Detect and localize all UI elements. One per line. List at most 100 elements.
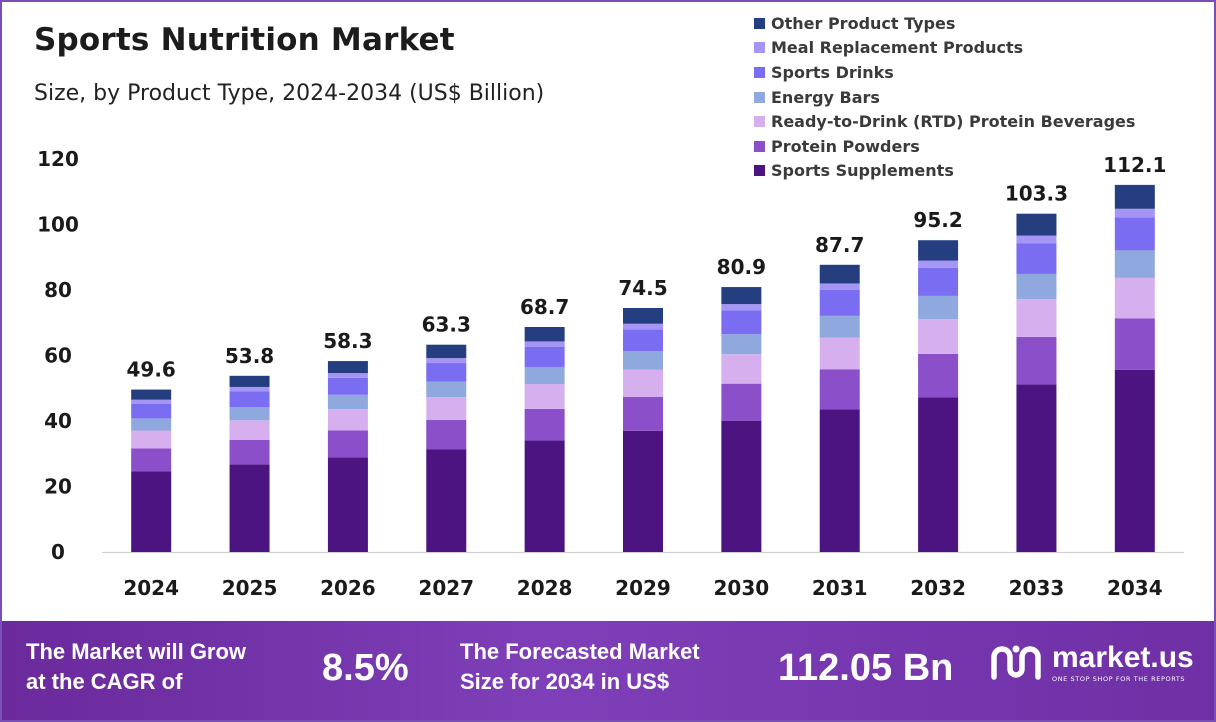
bar-segment-2034-6 [1114, 208, 1155, 218]
bar-segment-2030-2 [721, 383, 762, 421]
bar-segment-2029-5 [623, 329, 663, 352]
bar-segment-2028-4 [524, 366, 565, 384]
bar-total-label: 87.7 [815, 233, 864, 257]
bar-total-label: 103.3 [1005, 182, 1068, 206]
bar-segment-2030-6 [721, 304, 762, 311]
stacked-bar-chart: 0 20 40 60 80 100 120 49.6 2024 53.8 2025 58.3 2026 6… [37, 147, 1184, 600]
bar-segment-2029-2 [623, 396, 663, 431]
legend-label: Meal Replacement Products [771, 38, 1024, 58]
bar-segment-2024-6 [131, 399, 172, 404]
bar-segment-2027-6 [426, 358, 467, 364]
bar-segment-2031-4 [819, 315, 860, 338]
y-tick-label: 60 [44, 344, 72, 368]
bar-segment-2029-4 [623, 351, 663, 370]
bar-segment-2025-6 [229, 386, 270, 392]
bar-segment-2028-1 [524, 440, 565, 552]
chart-legend: Other Product Types Meal Replacement Prod… [754, 11, 1135, 183]
bar-total-label: 112.1 [1103, 153, 1166, 177]
bar-segment-2026-4 [327, 394, 368, 410]
bar-total-label: 68.7 [520, 295, 569, 319]
bar-segment-2033-5 [1016, 243, 1057, 274]
bar-segment-2024-3 [131, 430, 172, 449]
bar-total-label: 53.8 [225, 344, 274, 368]
cagr-caption: The Market will Grow at the CAGR of [26, 637, 246, 697]
bar-segment-2026-3 [327, 409, 368, 431]
bar-segment-2024-7 [131, 389, 172, 400]
legend-label: Sports Supplements [771, 161, 954, 181]
cagr-caption-line-1: The Market will Grow [26, 639, 247, 664]
bar-segment-2030-3 [721, 354, 762, 384]
bar-segment-2029-3 [623, 369, 663, 397]
y-tick-label: 40 [44, 409, 72, 433]
bar-segment-2028-2 [524, 408, 565, 441]
bar-segment-2031-2 [819, 369, 860, 410]
x-tick-label: 2026 [320, 576, 376, 600]
legend-swatch [754, 165, 765, 177]
x-tick-label: 2027 [418, 576, 474, 600]
x-tick-label: 2029 [615, 576, 671, 600]
y-tick-label: 120 [37, 147, 79, 171]
market-us-logo-icon [991, 645, 1041, 680]
bar-segment-2026-1 [327, 457, 368, 552]
bar-segment-2030-5 [721, 310, 762, 335]
legend-item: Sports Drinks [754, 60, 1135, 85]
bar-segment-2033-1 [1016, 384, 1057, 552]
bar-segment-2030-7 [721, 287, 762, 305]
brand-logo: market.us ONE STOP SHOP FOR THE REPORTS [988, 641, 1194, 685]
forecast-caption-line-2: Size for 2034 in US$ [460, 669, 670, 694]
legend-label: Protein Powders [771, 136, 920, 156]
legend-item: Protein Powders [754, 134, 1135, 159]
cagr-caption-line-2: at the CAGR of [26, 669, 183, 694]
bar-segment-2031-6 [819, 283, 860, 290]
bar-segment-2034-2 [1114, 318, 1155, 370]
forecast-value: 112.05 Bn [778, 647, 954, 689]
bar-segment-2034-3 [1114, 277, 1155, 319]
bar-segment-2033-2 [1016, 336, 1057, 385]
bar-segment-2033-4 [1016, 273, 1057, 300]
legend-item: Ready-to-Drink (RTD) Protein Beverages [754, 109, 1135, 134]
bar-segment-2027-3 [426, 397, 467, 421]
bar-segment-2030-1 [721, 420, 762, 552]
x-tick-label: 2031 [812, 576, 868, 600]
bar-total-label: 63.3 [422, 313, 471, 337]
bar-segment-2030-4 [721, 334, 762, 355]
chart-title: Sports Nutrition Market [34, 22, 455, 58]
bar-segment-2026-7 [327, 361, 368, 374]
bar-total-label: 74.5 [618, 276, 667, 300]
bar-segment-2025-4 [229, 407, 270, 421]
x-tick-label: 2034 [1107, 576, 1163, 600]
legend-label: Sports Drinks [771, 62, 894, 82]
legend-swatch [754, 66, 765, 78]
bar-segment-2027-7 [426, 344, 467, 359]
bar-segment-2031-7 [819, 264, 860, 284]
bar-segment-2029-7 [623, 308, 663, 324]
y-tick-label: 80 [44, 278, 72, 302]
logo-tagline: ONE STOP SHOP FOR THE REPORTS [1052, 675, 1186, 683]
bar-segment-2029-1 [623, 430, 663, 552]
x-tick-label: 2032 [910, 576, 966, 600]
bar-segment-2034-4 [1114, 250, 1155, 278]
bar-segment-2029-6 [623, 323, 663, 330]
bar-segment-2033-3 [1016, 299, 1057, 337]
bar-segment-2034-1 [1114, 369, 1155, 552]
bar-segment-2026-5 [327, 377, 368, 395]
bar-segment-2027-2 [426, 420, 467, 450]
bar-segment-2033-7 [1016, 213, 1057, 236]
forecast-caption: The Forecasted Market Size for 2034 in U… [460, 637, 700, 697]
bar-segment-2028-3 [524, 383, 565, 409]
x-tick-label: 2025 [222, 576, 278, 600]
bar-segment-2025-2 [229, 439, 270, 465]
bar-segment-2027-4 [426, 381, 467, 398]
summary-banner: The Market will Grow at the CAGR of 8.5%… [2, 621, 1214, 720]
bar-segment-2032-5 [918, 267, 959, 296]
y-tick-label: 100 [37, 213, 79, 237]
bar-segment-2025-5 [229, 391, 270, 408]
y-tick-label: 0 [51, 540, 65, 564]
bar-segment-2024-5 [131, 403, 172, 419]
bar-segment-2025-7 [229, 375, 270, 387]
bar-segment-2032-3 [918, 319, 959, 354]
legend-item: Other Product Types [754, 11, 1135, 36]
x-tick-label: 2028 [517, 576, 573, 600]
x-tick-label: 2033 [1009, 576, 1065, 600]
